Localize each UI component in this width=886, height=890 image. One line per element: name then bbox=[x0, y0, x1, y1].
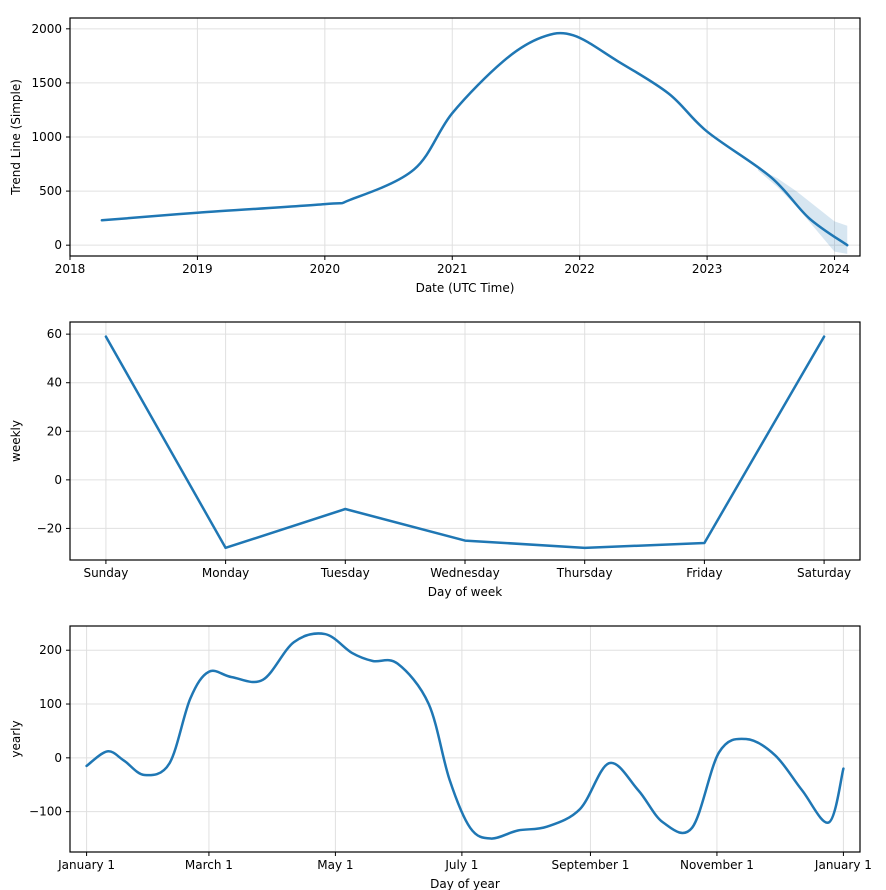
x-tick-label: Thursday bbox=[556, 566, 613, 580]
y-tick-label: 60 bbox=[47, 327, 62, 341]
figure-svg: 2018201920202021202220232024050010001500… bbox=[0, 0, 886, 890]
x-axis-label: Date (UTC Time) bbox=[416, 281, 515, 295]
y-tick-label: 1500 bbox=[31, 76, 62, 90]
y-tick-label: 20 bbox=[47, 424, 62, 438]
x-tick-label: 2021 bbox=[437, 262, 468, 276]
y-tick-label: 2000 bbox=[31, 22, 62, 36]
x-tick-label: January 1 bbox=[57, 858, 115, 872]
y-tick-label: −20 bbox=[37, 521, 62, 535]
figure: 2018201920202021202220232024050010001500… bbox=[0, 0, 886, 890]
x-tick-label: Friday bbox=[686, 566, 722, 580]
y-tick-label: 1000 bbox=[31, 130, 62, 144]
x-tick-label: March 1 bbox=[185, 858, 233, 872]
x-tick-label: 2019 bbox=[182, 262, 213, 276]
x-axis-label: Day of year bbox=[430, 877, 500, 890]
yearly-line bbox=[87, 633, 844, 838]
x-tick-label: 2018 bbox=[55, 262, 86, 276]
y-tick-label: 100 bbox=[39, 697, 62, 711]
x-tick-label: Monday bbox=[202, 566, 249, 580]
x-tick-label: 2020 bbox=[310, 262, 341, 276]
x-tick-label: November 1 bbox=[680, 858, 754, 872]
panel-trend: 2018 2019 2020 2021 2022 2023 2024 0 500 1000 1500… bbox=[9, 18, 860, 295]
y-tick-label: −100 bbox=[29, 805, 62, 819]
x-tick-label: January 1 bbox=[814, 858, 872, 872]
x-tick-label: May 1 bbox=[317, 858, 353, 872]
x-tick-label: Sunday bbox=[83, 566, 128, 580]
y-tick-label: 40 bbox=[47, 376, 62, 390]
gridlines bbox=[70, 18, 860, 256]
y-tick-label: 500 bbox=[39, 184, 62, 198]
x-tick-label: Saturday bbox=[797, 566, 851, 580]
x-tick-label: 2022 bbox=[564, 262, 595, 276]
x-tick-label: July 1 bbox=[444, 858, 478, 872]
y-tick-label: 0 bbox=[54, 751, 62, 765]
panel-weekly: Sunday Monday Tuesday Wednesday Thursday Frid… bbox=[9, 322, 860, 599]
y-tick-label: 0 bbox=[54, 473, 62, 487]
x-tick-label: Wednesday bbox=[430, 566, 499, 580]
x-tick-label: September 1 bbox=[552, 858, 630, 872]
x-tick-label: Tuesday bbox=[320, 566, 370, 580]
x-axis-label: Day of week bbox=[428, 585, 502, 599]
x-tick-label: 2023 bbox=[692, 262, 723, 276]
trend-line bbox=[102, 33, 847, 245]
gridlines bbox=[70, 322, 860, 560]
y-axis-label: weekly bbox=[9, 420, 23, 462]
y-tick-label: 0 bbox=[54, 238, 62, 252]
x-tick-label: 2024 bbox=[819, 262, 850, 276]
y-axis-label: yearly bbox=[9, 720, 23, 757]
panel-yearly: January 1 March 1 May 1 July 1 September 1 No… bbox=[9, 626, 872, 890]
y-axis-label: Trend Line (Simple) bbox=[9, 79, 23, 196]
y-tick-label: 200 bbox=[39, 643, 62, 657]
